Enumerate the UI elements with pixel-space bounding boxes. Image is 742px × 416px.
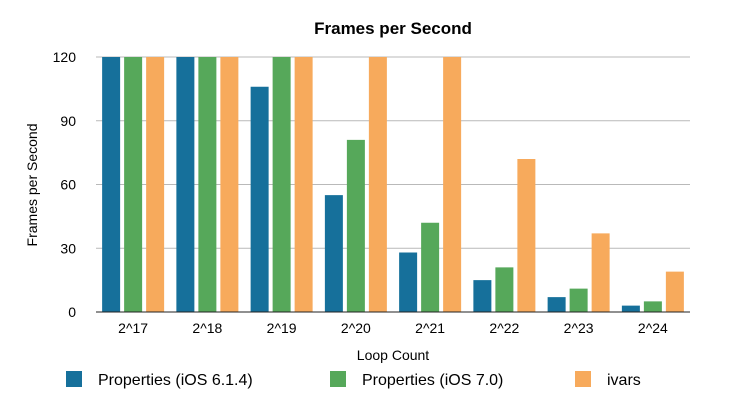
x-tick-label: 2^20 xyxy=(341,320,371,336)
legend-swatch xyxy=(330,371,346,387)
chart-title: Frames per Second xyxy=(314,19,472,38)
y-tick-label: 0 xyxy=(68,304,76,320)
bar-2-2^22 xyxy=(495,267,514,312)
gridlines xyxy=(96,56,690,249)
legend-label: ivars xyxy=(607,372,641,389)
bars xyxy=(102,57,684,312)
bar-3-2^17 xyxy=(146,57,165,312)
bar-1-2^21 xyxy=(399,252,418,312)
bar-2-2^20 xyxy=(346,139,365,312)
bar-3-2^19 xyxy=(294,57,313,312)
x-axis-ticks: 2^17 2^18 2^19 2^20 2^21 2^22 2^23 2^24 xyxy=(118,320,668,336)
x-axis-label: Loop Count xyxy=(357,347,430,363)
bar-1-2^24 xyxy=(621,305,640,312)
bar-3-2^21 xyxy=(443,57,462,312)
bar-1-2^23 xyxy=(547,297,566,312)
bar-2-2^21 xyxy=(421,222,440,312)
x-tick-label: 2^22 xyxy=(489,320,519,336)
legend-label: Properties (iOS 6.1.4) xyxy=(98,372,253,389)
bar-1-2^19 xyxy=(250,86,269,312)
bar-2-2^17 xyxy=(124,57,143,312)
bar-1-2^18 xyxy=(176,57,195,312)
bar-1-2^22 xyxy=(473,280,492,312)
bar-2-2^18 xyxy=(198,57,217,312)
legend-swatch xyxy=(66,371,82,387)
bar-1-2^20 xyxy=(324,195,343,312)
x-tick-label: 2^17 xyxy=(118,320,148,336)
bar-2-2^19 xyxy=(272,57,291,312)
legend-swatch xyxy=(575,371,591,387)
x-tick-label: 2^19 xyxy=(267,320,297,336)
legend-label: Properties (iOS 7.0) xyxy=(362,372,503,389)
x-tick-label: 2^24 xyxy=(638,320,668,336)
bar-3-2^22 xyxy=(517,159,536,312)
bar-3-2^18 xyxy=(220,57,239,312)
bar-2-2^24 xyxy=(643,301,662,312)
legend: Properties (iOS 6.1.4) Properties (iOS 7.… xyxy=(66,371,641,389)
y-tick-label: 120 xyxy=(53,49,77,65)
bar-2-2^23 xyxy=(569,288,588,312)
y-tick-label: 60 xyxy=(60,177,76,193)
bar-3-2^23 xyxy=(591,233,610,312)
bar-3-2^20 xyxy=(368,57,387,312)
x-tick-label: 2^21 xyxy=(415,320,445,336)
x-tick-label: 2^18 xyxy=(192,320,222,336)
y-tick-label: 90 xyxy=(60,113,76,129)
x-tick-label: 2^23 xyxy=(564,320,594,336)
bar-3-2^24 xyxy=(665,271,684,312)
y-axis-label: Frames per Second xyxy=(24,124,40,247)
y-tick-label: 30 xyxy=(60,240,76,256)
y-axis-ticks: 0 30 60 90 120 xyxy=(53,49,77,320)
bar-1-2^17 xyxy=(102,57,121,312)
